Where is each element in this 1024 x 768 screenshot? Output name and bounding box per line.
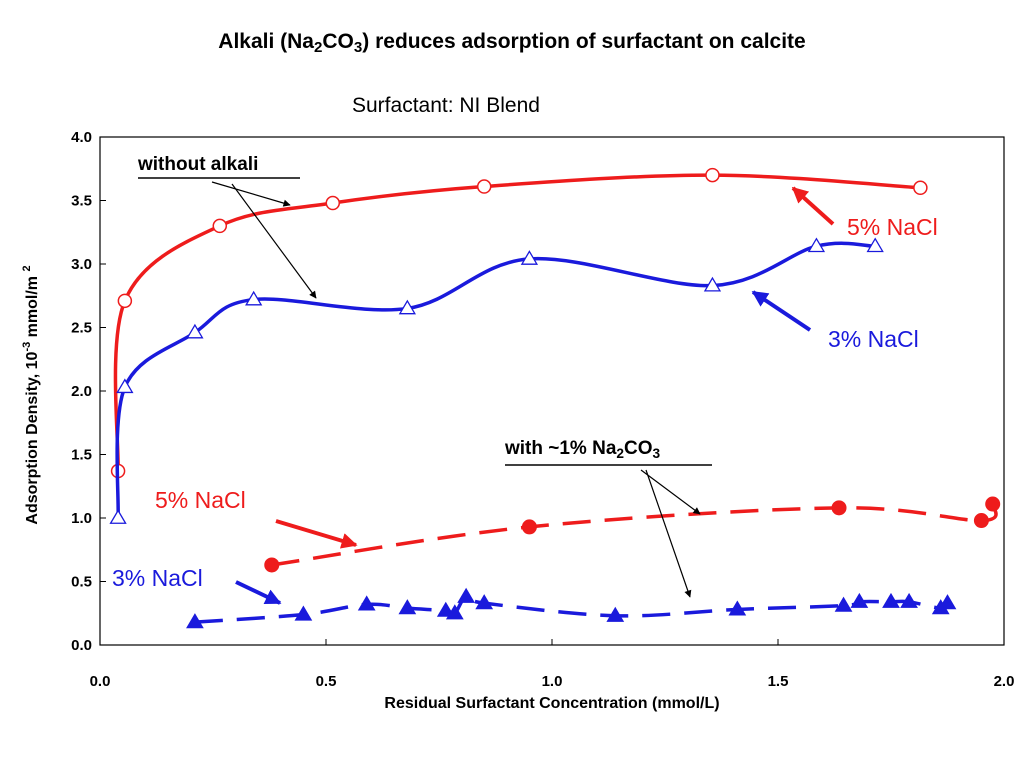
x-tick-label: 0.0 bbox=[90, 673, 111, 690]
data-point bbox=[186, 323, 204, 339]
y-tick-label: 2.0 bbox=[71, 383, 92, 400]
data-point bbox=[109, 509, 127, 524]
data-point bbox=[913, 180, 928, 196]
data-point bbox=[985, 496, 1001, 512]
label-upper-3-nacl: 3% NaCl bbox=[828, 326, 919, 352]
data-point bbox=[882, 592, 900, 608]
data-point bbox=[325, 195, 341, 211]
arrow-lower-5-nacl bbox=[275, 519, 358, 549]
data-point bbox=[850, 592, 869, 608]
data-point bbox=[398, 299, 416, 315]
x-axis-label: Residual Surfactant Concentration (mmol/… bbox=[384, 695, 720, 712]
data-point bbox=[521, 519, 537, 535]
arrow-with-alkali-to-3 bbox=[645, 469, 692, 598]
arrow-upper-5-nacl bbox=[791, 186, 835, 226]
x-tick-label: 0.5 bbox=[316, 673, 337, 690]
x-tick-label: 1.0 bbox=[542, 673, 563, 690]
label-lower-3-nacl: 3% NaCl bbox=[112, 565, 203, 591]
y-tick-label: 0.0 bbox=[71, 637, 92, 654]
data-point bbox=[212, 218, 228, 234]
series-line bbox=[271, 503, 998, 567]
data-point bbox=[398, 599, 417, 615]
series-0 bbox=[110, 167, 928, 479]
arrow-upper-3-nacl bbox=[751, 290, 812, 332]
data-point bbox=[357, 595, 376, 611]
data-point bbox=[445, 604, 464, 620]
series-3 bbox=[186, 587, 957, 629]
data-point bbox=[457, 587, 475, 603]
data-point bbox=[520, 250, 539, 265]
y-tick-label: 1.0 bbox=[71, 510, 92, 527]
data-point bbox=[606, 606, 625, 622]
series-1 bbox=[109, 237, 884, 524]
data-point bbox=[116, 378, 134, 394]
data-point bbox=[866, 237, 884, 253]
data-point bbox=[900, 592, 918, 608]
y-tick-label: 1.5 bbox=[71, 447, 92, 464]
y-axis-label: Adsorption Density, 10-3 mmol/m 2 bbox=[21, 265, 41, 525]
data-point bbox=[703, 276, 722, 292]
y-tick-label: 3.0 bbox=[71, 256, 92, 273]
data-point bbox=[807, 237, 826, 253]
label-upper-5-nacl: 5% NaCl bbox=[847, 214, 938, 240]
data-point bbox=[245, 290, 263, 306]
data-point bbox=[973, 513, 989, 529]
arrow-with-alkali-to-5 bbox=[640, 469, 701, 515]
arrow-without-alkali-to-5 bbox=[211, 181, 291, 207]
label-with-alkali: with ~1% Na2CO3 bbox=[505, 438, 661, 461]
data-point bbox=[476, 179, 492, 194]
label-lower-5-nacl: 5% NaCl bbox=[155, 487, 246, 513]
data-point bbox=[831, 500, 847, 516]
axis-ticks: 0.0 0.5 1.0 1.5 2.0 2.5 3.0 3.5 4.0 0.0 0.5 1.0 1.5 2… bbox=[71, 129, 1014, 690]
data-point bbox=[117, 293, 133, 309]
y-tick-label: 2.5 bbox=[71, 320, 92, 337]
data-point bbox=[186, 613, 204, 629]
arrow-lower-3-nacl bbox=[235, 580, 282, 605]
series-line bbox=[115, 241, 876, 519]
chart-subtitle: Surfactant: NI Blend bbox=[352, 94, 540, 117]
series-group bbox=[109, 167, 1001, 629]
label-without-alkali: without alkali bbox=[138, 154, 259, 175]
data-point bbox=[705, 167, 720, 183]
data-point bbox=[264, 557, 280, 573]
chart-title: Alkali (Na2CO3) reduces adsorption of su… bbox=[218, 30, 806, 56]
x-tick-label: 2.0 bbox=[994, 673, 1015, 690]
data-point bbox=[475, 594, 494, 610]
data-point bbox=[294, 605, 313, 621]
data-point bbox=[834, 596, 853, 612]
x-tick-label: 1.5 bbox=[768, 673, 789, 690]
y-tick-label: 3.5 bbox=[71, 193, 92, 210]
y-tick-label: 0.5 bbox=[71, 574, 92, 591]
data-point bbox=[728, 600, 747, 616]
series-2 bbox=[264, 496, 1001, 573]
data-point bbox=[938, 594, 957, 610]
arrow-without-alkali-to-3 bbox=[231, 183, 317, 299]
y-tick-label: 4.0 bbox=[71, 129, 92, 146]
